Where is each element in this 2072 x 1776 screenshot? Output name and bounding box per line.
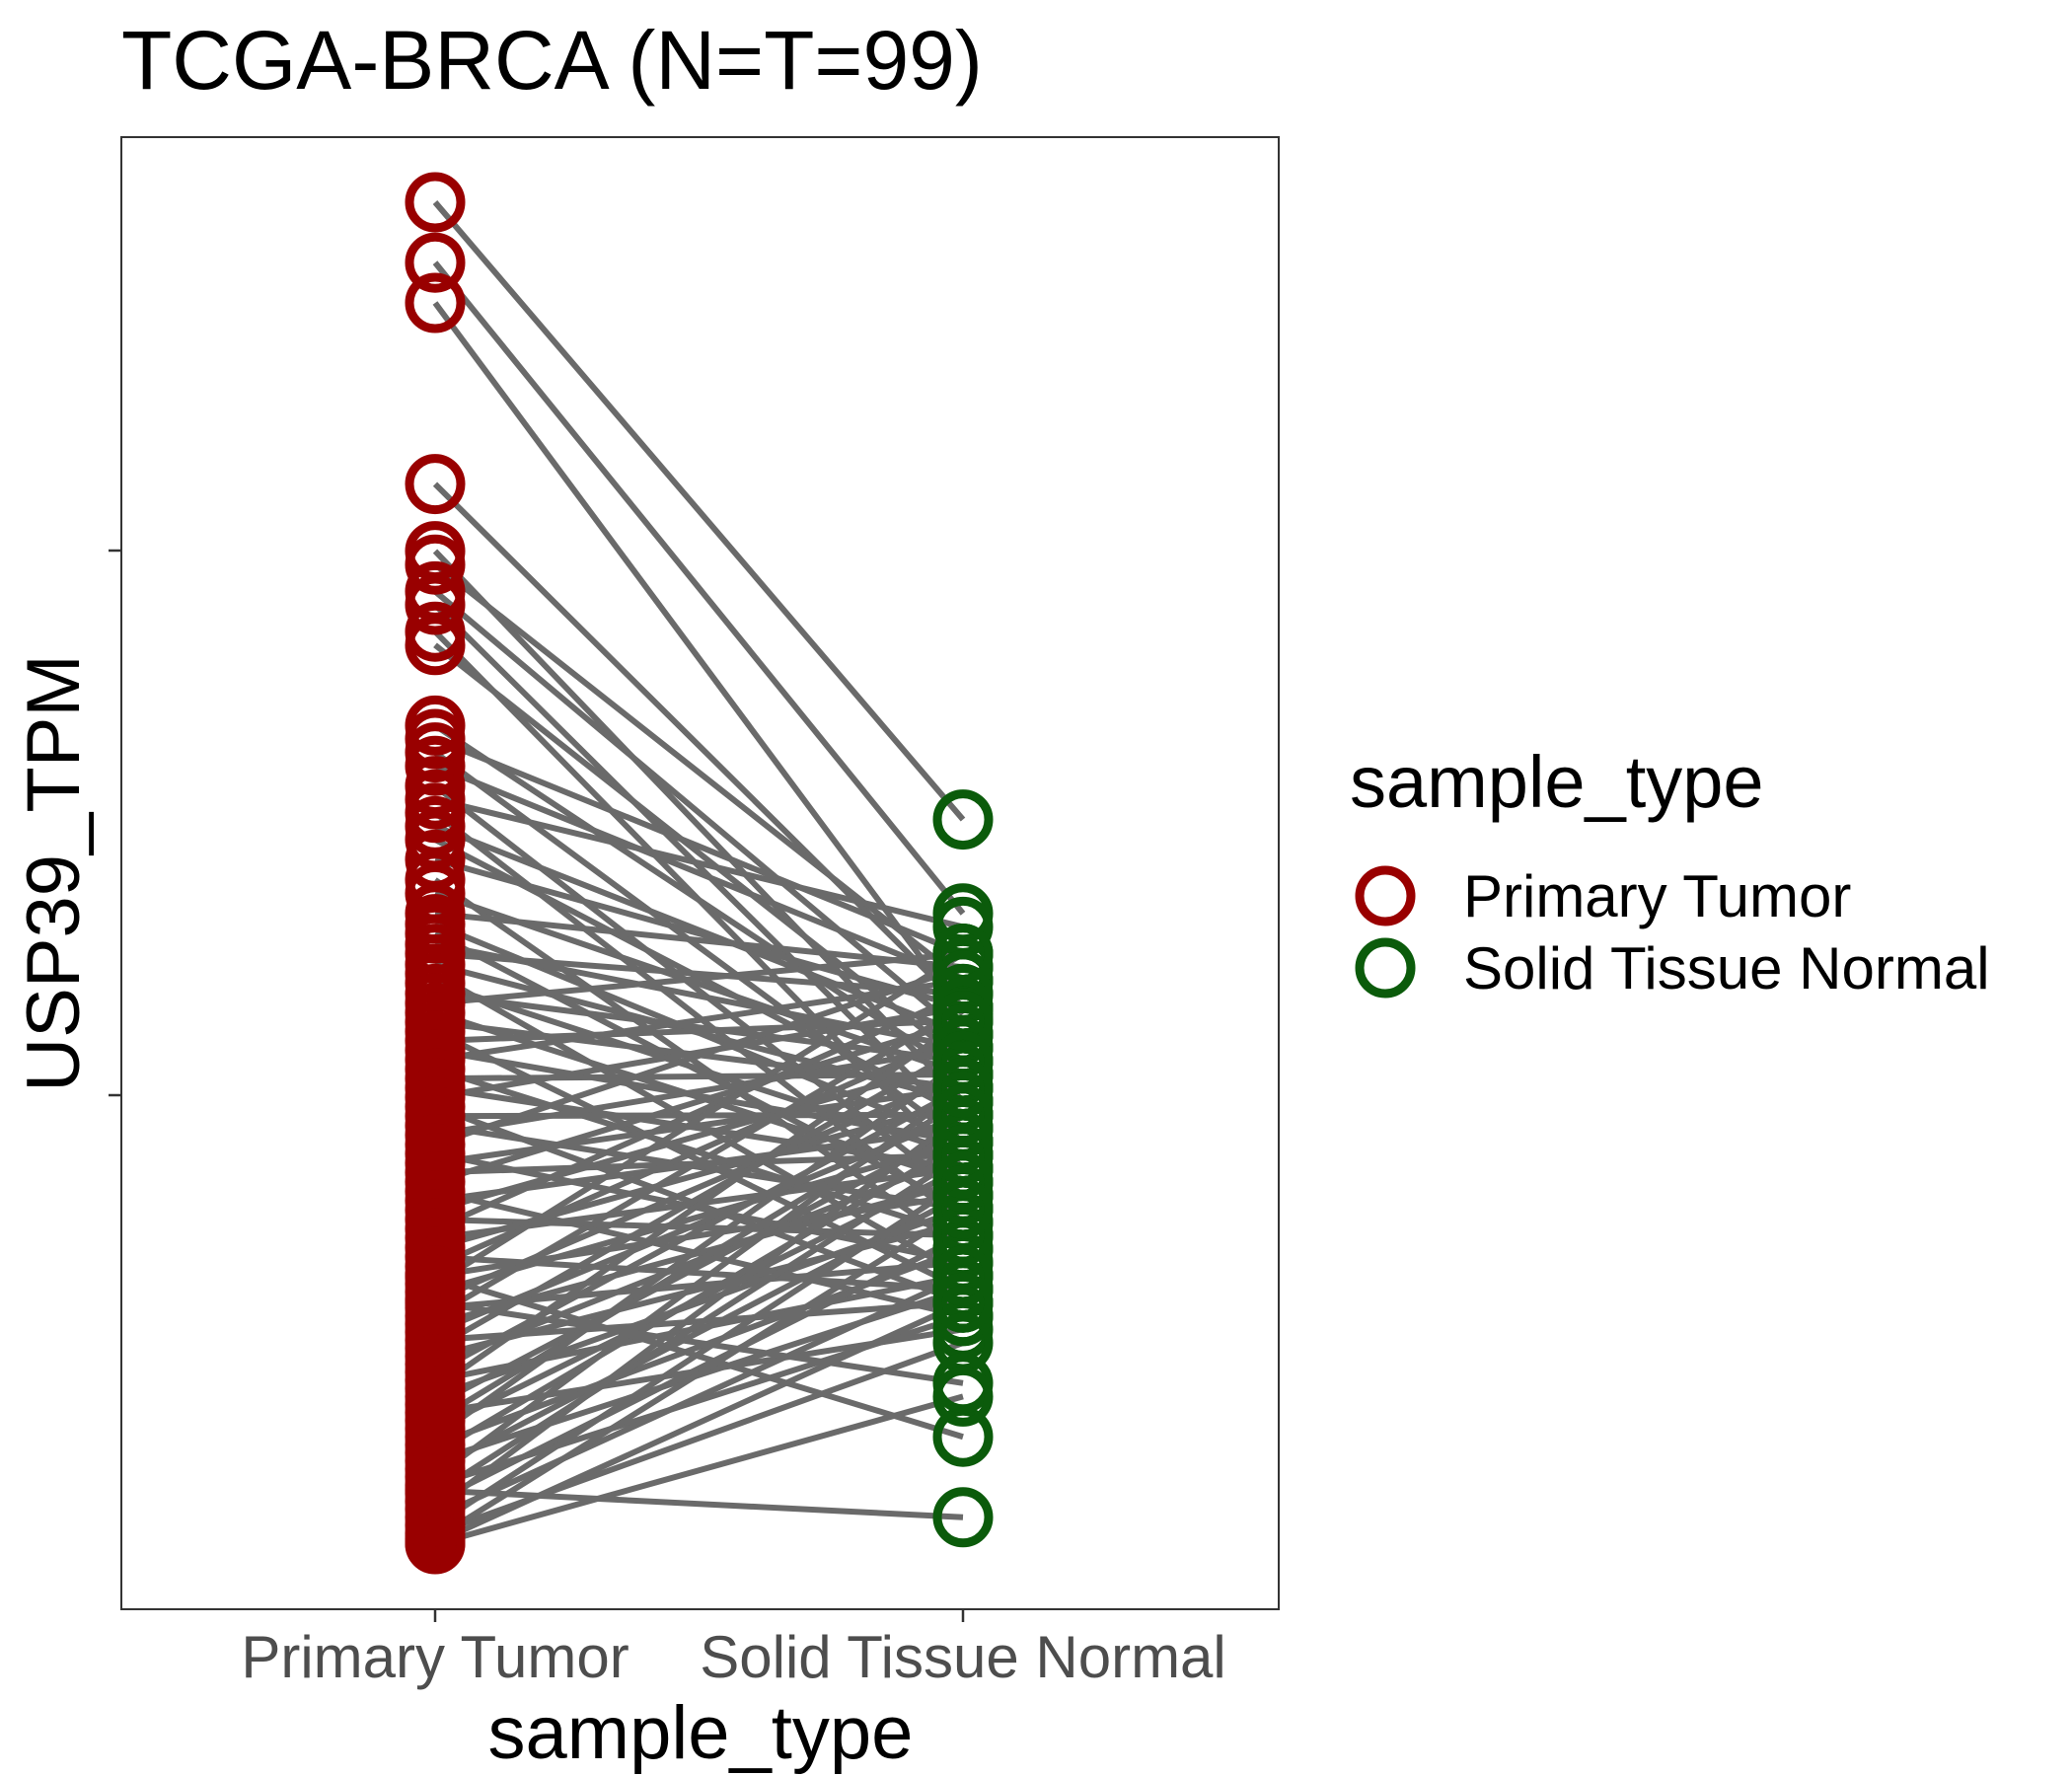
tumor-point bbox=[405, 574, 466, 635]
normal-point bbox=[932, 789, 994, 851]
pair-line bbox=[434, 856, 964, 1010]
x-tick-label-solid-tissue-normal: Solid Tissue Normal bbox=[700, 1624, 1226, 1690]
normal-points bbox=[932, 789, 994, 1548]
tumor-point bbox=[405, 172, 466, 233]
pair-line bbox=[433, 1299, 965, 1546]
tumor-point bbox=[405, 232, 466, 293]
pair-line bbox=[433, 763, 965, 984]
tumor-point bbox=[405, 615, 466, 676]
legend-label-solid-tissue-normal: Solid Tissue Normal bbox=[1463, 935, 1990, 1001]
pair-line bbox=[434, 1299, 964, 1386]
pair-line bbox=[433, 1018, 965, 1391]
x-axis-label: sample_type bbox=[488, 1691, 914, 1775]
x-tick-label-primary-tumor: Primary Tumor bbox=[241, 1624, 629, 1690]
normal-point bbox=[932, 991, 994, 1052]
normal-point bbox=[932, 1058, 994, 1119]
tumor-point bbox=[405, 454, 466, 515]
pair-line bbox=[434, 950, 964, 1006]
pair-line bbox=[433, 1004, 965, 1319]
pair-line bbox=[433, 1232, 965, 1505]
pair-line bbox=[434, 950, 964, 998]
pair-line bbox=[433, 561, 965, 984]
pair-lines bbox=[432, 200, 966, 1547]
pair-line bbox=[433, 1139, 965, 1456]
legend-label-primary-tumor: Primary Tumor bbox=[1463, 863, 1851, 929]
pair-line bbox=[434, 1219, 964, 1360]
pair-line bbox=[432, 602, 966, 1131]
tumor-point bbox=[405, 1514, 466, 1575]
pair-line bbox=[434, 1393, 964, 1547]
chart-title: TCGA-BRCA (N=T=99) bbox=[121, 14, 983, 107]
pair-line bbox=[433, 1206, 965, 1542]
tumor-point bbox=[405, 1272, 466, 1333]
pair-line bbox=[433, 951, 965, 1287]
normal-point bbox=[932, 1178, 994, 1239]
normal-point bbox=[932, 1366, 994, 1427]
pair-line bbox=[433, 736, 965, 957]
pair-line bbox=[433, 1112, 965, 1513]
pair-line bbox=[433, 1058, 965, 1440]
pair-line bbox=[432, 260, 966, 916]
pair-line bbox=[434, 1004, 964, 1101]
pair-line bbox=[434, 1058, 964, 1214]
pair-line bbox=[434, 1017, 964, 1185]
legend-title: sample_type bbox=[1350, 741, 1764, 823]
tumor-points bbox=[405, 172, 466, 1575]
pair-line bbox=[432, 301, 966, 1016]
pair-line bbox=[433, 1045, 965, 1352]
pair-line bbox=[434, 1273, 964, 1441]
legend-key-solid-tissue-normal bbox=[1355, 937, 1416, 999]
normal-point bbox=[932, 1272, 994, 1333]
pair-line bbox=[432, 200, 966, 822]
pair-line bbox=[433, 1273, 965, 1520]
normal-point bbox=[932, 1151, 994, 1213]
normal-point bbox=[932, 1245, 994, 1306]
pair-line bbox=[434, 910, 964, 971]
tumor-point bbox=[405, 534, 466, 595]
pair-line bbox=[433, 1085, 965, 1480]
pair-line bbox=[433, 722, 965, 1077]
pair-line bbox=[434, 1487, 964, 1520]
normal-point bbox=[932, 1487, 994, 1548]
pair-line bbox=[433, 1152, 965, 1496]
pair-line bbox=[434, 964, 964, 1147]
legend-key-primary-tumor bbox=[1355, 865, 1416, 926]
pair-line bbox=[433, 1125, 965, 1408]
pair-line bbox=[434, 796, 964, 930]
normal-point bbox=[932, 1084, 994, 1146]
y-axis-label: USP39_TPM bbox=[12, 654, 96, 1092]
tumor-point bbox=[405, 272, 466, 333]
pair-line bbox=[433, 991, 965, 1232]
tumor-point bbox=[405, 1245, 466, 1306]
